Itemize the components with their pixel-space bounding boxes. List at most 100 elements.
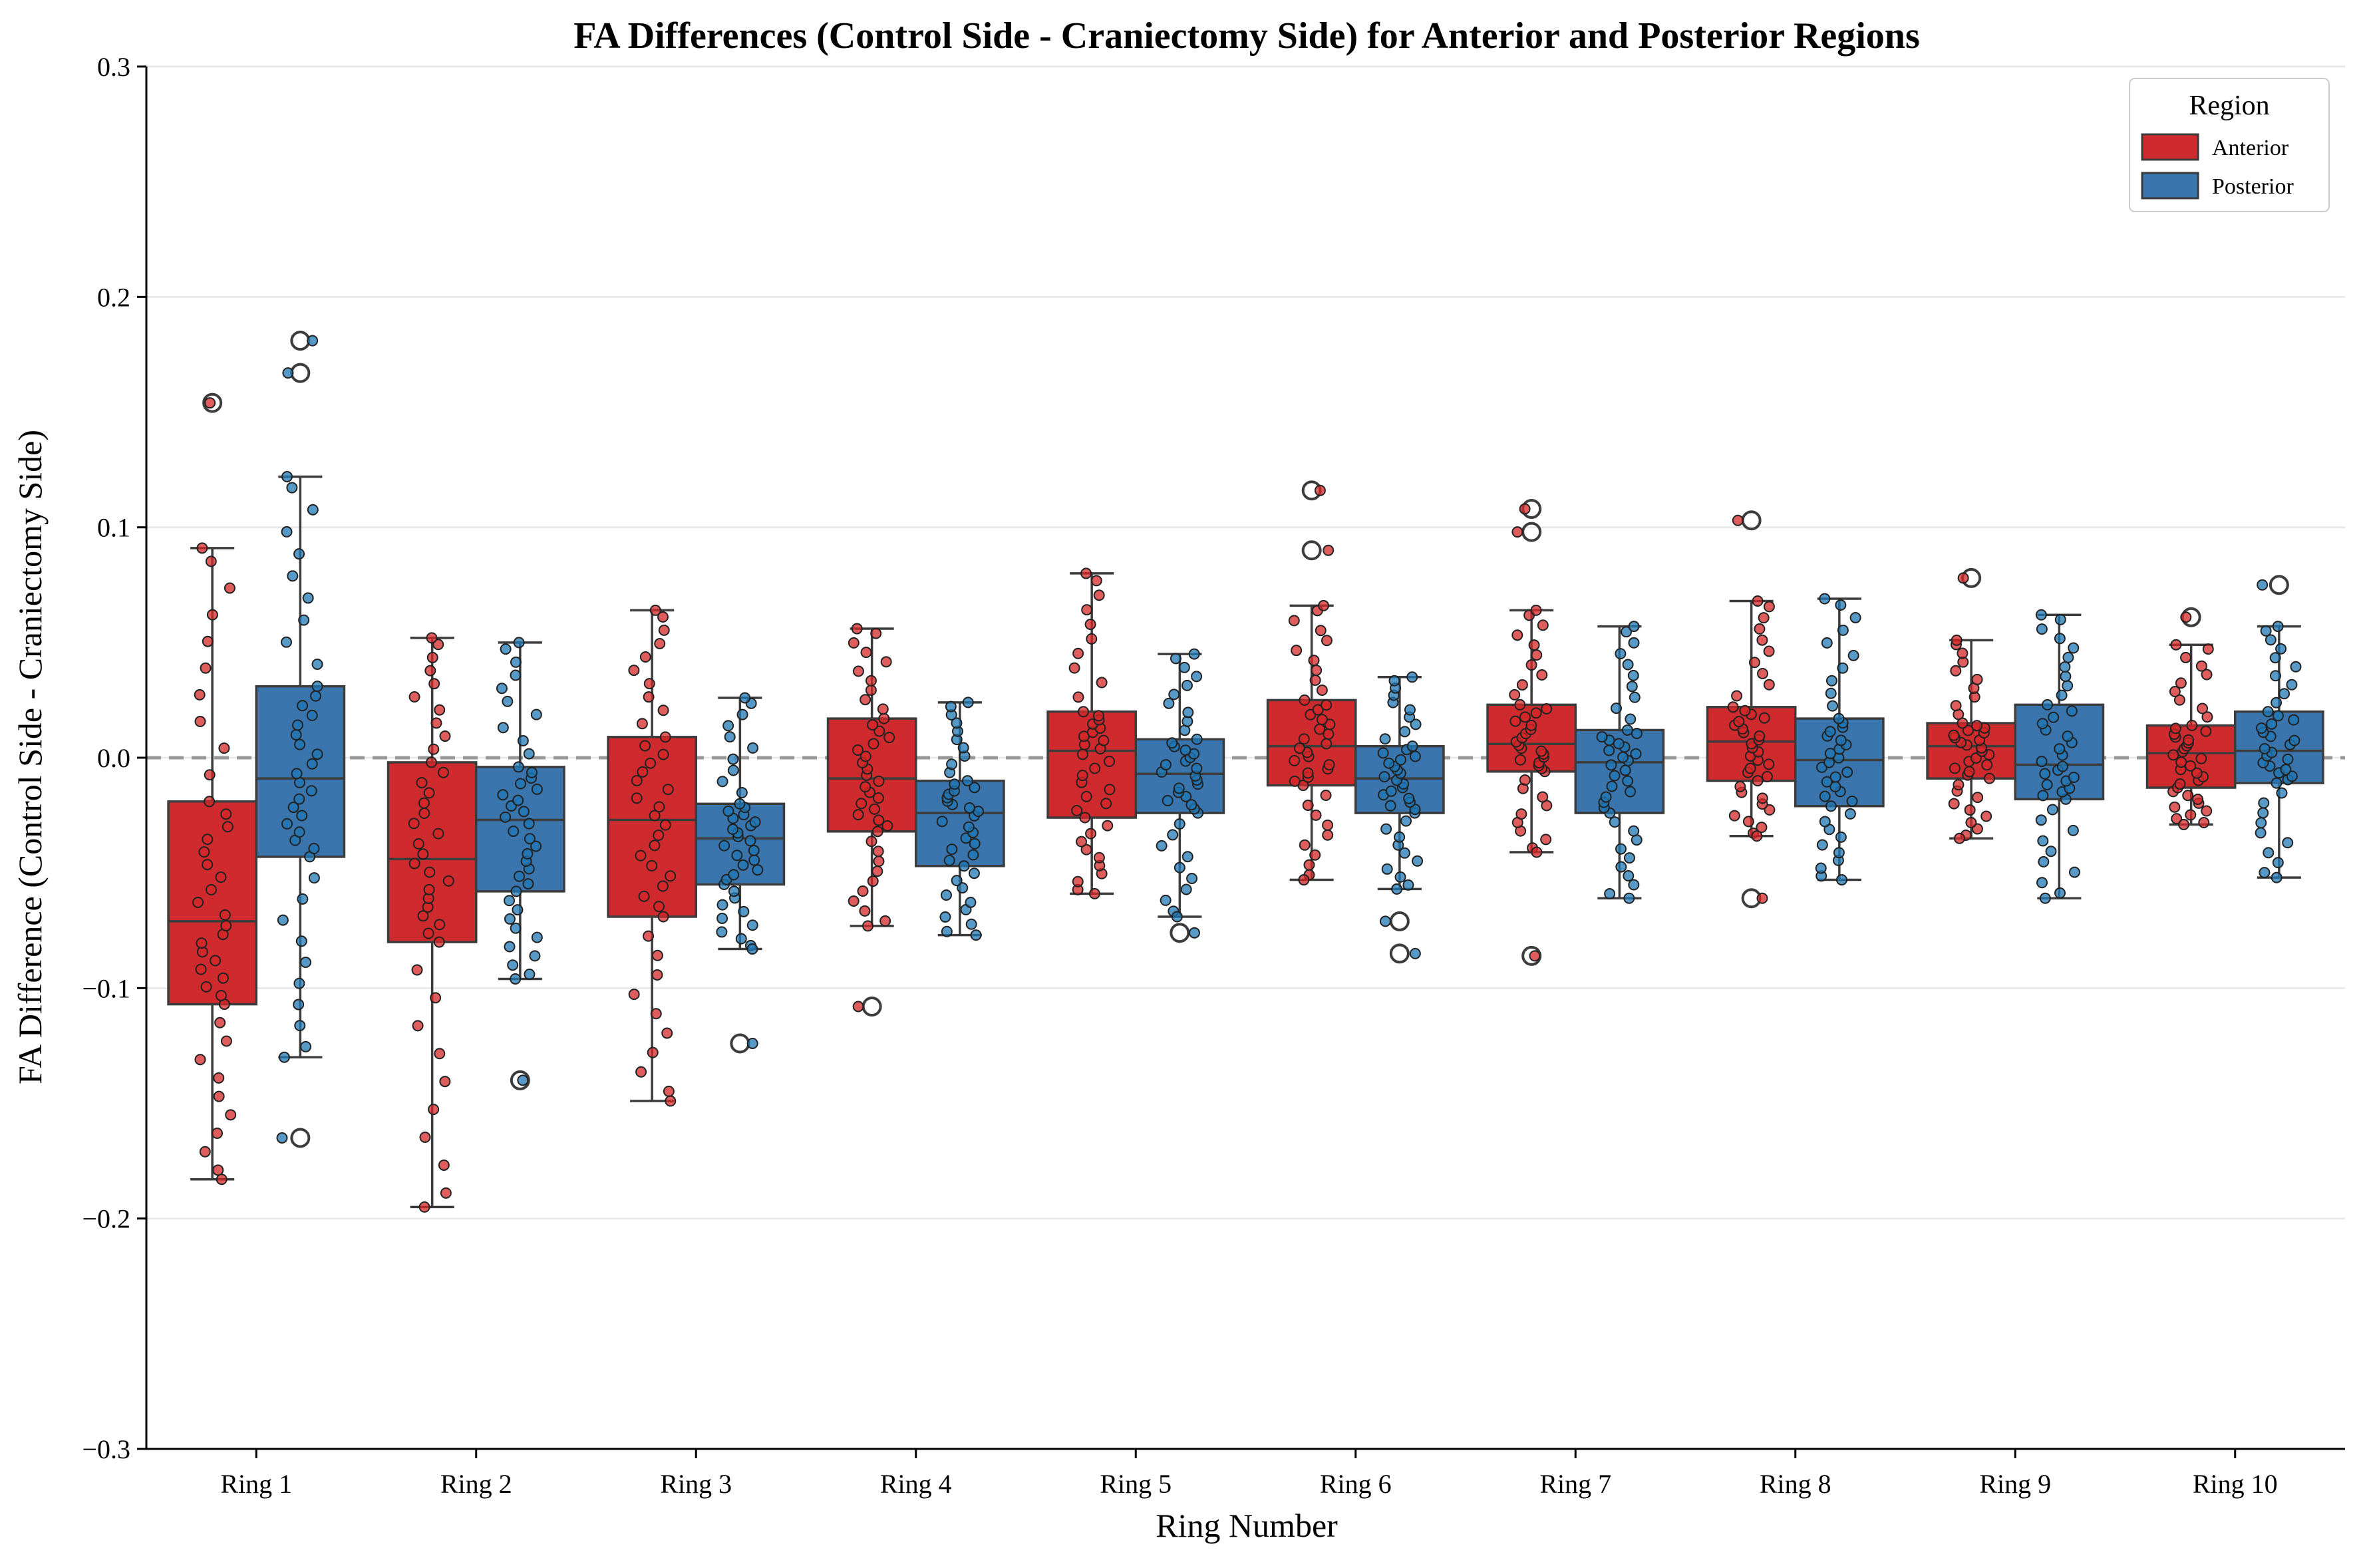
data-point [659, 819, 671, 831]
data-point [651, 949, 663, 961]
data-point [2183, 734, 2195, 746]
data-point [504, 895, 516, 907]
data-point [2282, 753, 2294, 765]
data-point [512, 794, 524, 806]
data-point [1756, 634, 1768, 646]
data-point [1391, 883, 1403, 895]
data-point [1511, 526, 1523, 538]
data-point [943, 854, 955, 866]
data-point [276, 1132, 288, 1144]
data-point [1381, 863, 1393, 875]
data-point [1752, 775, 1764, 787]
data-point [1600, 791, 1612, 803]
data-point [1537, 791, 1549, 803]
data-point [220, 919, 232, 931]
data-point [1394, 871, 1406, 883]
data-point [531, 931, 543, 943]
data-point [1613, 738, 1625, 750]
data-point [531, 783, 543, 795]
data-point [2272, 710, 2284, 722]
data-point [2269, 652, 2281, 664]
data-point [214, 1017, 226, 1028]
data-point [1604, 888, 1616, 900]
data-point [418, 807, 430, 819]
data-point [1631, 728, 1643, 740]
data-point [1837, 662, 1849, 674]
data-point [438, 1159, 450, 1171]
data-point [311, 681, 323, 693]
data-point [2185, 809, 2197, 821]
data-point [1758, 612, 1770, 624]
data-point [1815, 862, 1827, 874]
data-point [873, 856, 885, 867]
data-point [2068, 866, 2080, 878]
data-point [1957, 647, 1969, 659]
data-point [307, 335, 319, 347]
data-point [1525, 659, 1537, 671]
data-point [1628, 621, 1640, 633]
data-point [2257, 807, 2269, 819]
data-point [216, 1174, 228, 1185]
data-point [1744, 762, 1756, 774]
data-point [280, 636, 292, 648]
axes: −0.3 −0.2 −0.1 0.0 0.1 0.2 0.3 Ring 1 Ring 2 Ring… [82, 52, 2345, 1499]
data-point [1311, 665, 1323, 677]
data-point [1981, 759, 1993, 771]
data-point [2036, 623, 2048, 635]
data-point [867, 738, 879, 750]
data-point [848, 895, 860, 907]
data-point [430, 992, 442, 1004]
data-point [1825, 687, 1837, 699]
data-point [1098, 734, 1110, 746]
legend-swatch-anterior [2141, 133, 2199, 161]
data-point [1188, 648, 1200, 660]
data-point [1162, 795, 1174, 807]
data-point [1299, 839, 1311, 851]
data-point [439, 730, 451, 742]
data-point [1617, 751, 1629, 763]
data-point [1071, 804, 1083, 816]
data-point [200, 662, 212, 674]
data-point [1384, 800, 1396, 812]
data-point [866, 836, 877, 848]
data-point [2178, 818, 2190, 830]
data-point [1185, 799, 1197, 811]
data-point [205, 555, 217, 567]
data-point [286, 482, 298, 494]
data-point [1963, 766, 1975, 778]
data-point [198, 846, 210, 858]
data-point [510, 973, 522, 985]
data-point [2039, 768, 2051, 780]
data-point [200, 981, 212, 993]
data-point [2056, 689, 2068, 701]
data-point [439, 1076, 451, 1088]
data-point [2263, 847, 2275, 859]
data-point [2288, 714, 2300, 726]
data-point [1962, 724, 1974, 736]
data-point [2054, 633, 2066, 645]
data-point [1380, 823, 1392, 835]
data-point [291, 768, 303, 780]
data-point [294, 1020, 306, 1032]
data-point [2037, 835, 2049, 847]
data-point [657, 748, 669, 760]
data-point [1298, 874, 1310, 886]
data-point [1752, 595, 1764, 607]
data-point [852, 744, 864, 756]
chart-title: FA Differences (Control Side - Craniecto… [573, 15, 1920, 57]
x-tick-label: Ring 9 [1979, 1469, 2051, 1499]
data-point [1160, 759, 1172, 771]
data-point [2035, 609, 2047, 621]
data-point [504, 941, 516, 953]
data-point [1323, 759, 1335, 771]
data-point [220, 1035, 232, 1047]
x-tick-label: Ring 1 [220, 1469, 292, 1499]
data-point [524, 969, 536, 981]
data-point [524, 833, 536, 845]
data-point [1180, 883, 1192, 895]
data-point [1615, 648, 1627, 660]
data-point [1104, 784, 1116, 796]
data-point [1628, 879, 1640, 891]
data-point [646, 860, 658, 871]
data-point [877, 703, 889, 715]
